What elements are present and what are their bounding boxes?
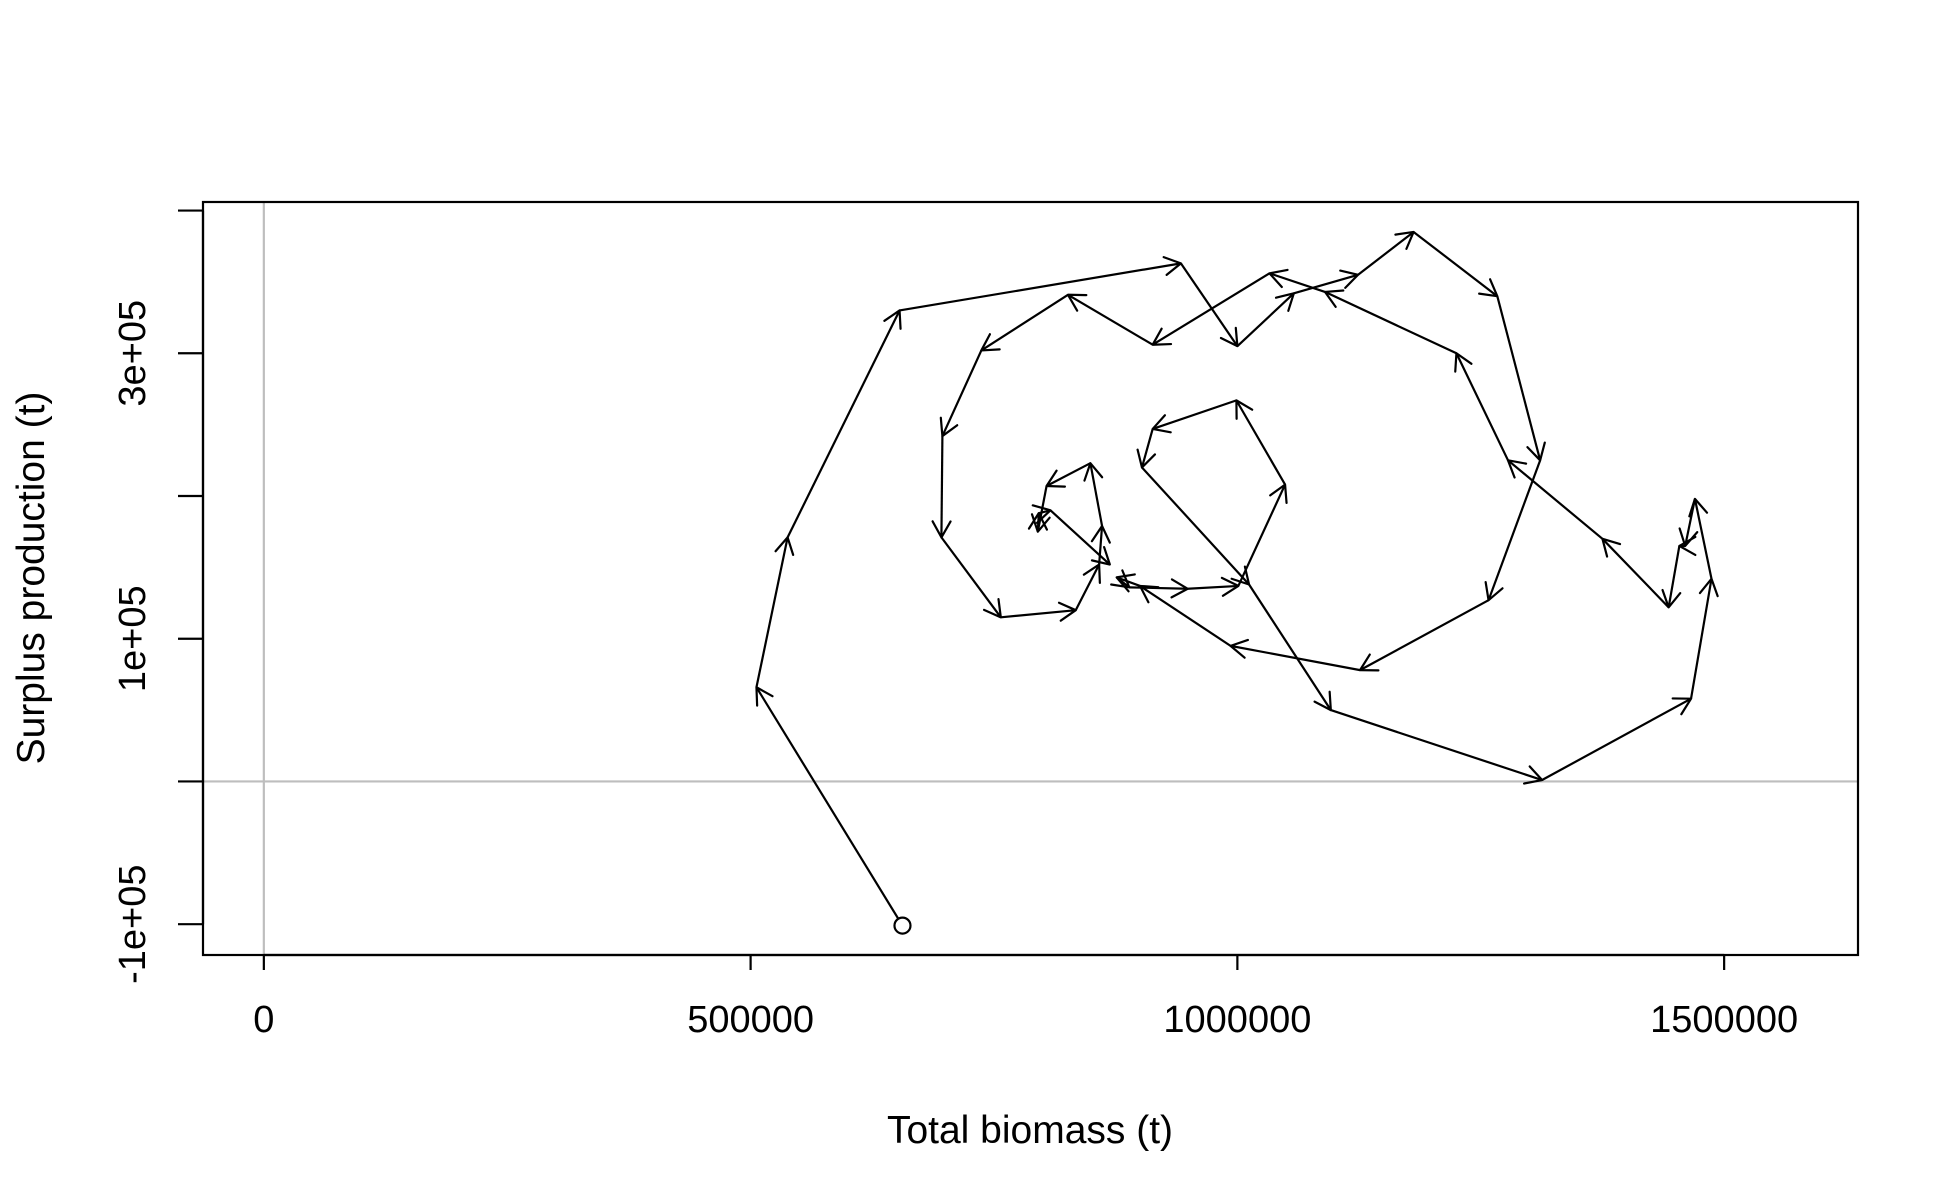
trajectory-arrow — [1357, 230, 1415, 276]
trajectory-arrow — [1235, 399, 1287, 486]
trajectory-arrow — [1412, 231, 1499, 298]
x-tick-label: 500000 — [687, 999, 814, 1041]
trajectory-arrow — [1454, 352, 1510, 461]
trajectory-arrow — [1678, 498, 1699, 548]
trajectory-arrow — [1066, 293, 1154, 346]
trajectory-arrow — [1237, 483, 1288, 587]
y-tick-label: 3e+05 — [112, 300, 154, 407]
trajectory-arrow — [1688, 497, 1713, 580]
y-axis-title: Surplus production (t) — [10, 392, 53, 765]
trajectory-arrow — [1045, 462, 1091, 488]
trajectory-arrow — [1141, 466, 1251, 586]
trajectory-arrow — [939, 349, 983, 438]
trajectory-arrow — [940, 536, 1002, 619]
start-point-marker — [893, 916, 912, 935]
trajectory-arrow — [980, 293, 1069, 352]
trajectory-arrow — [755, 536, 795, 688]
trajectory-arrow — [1248, 583, 1332, 712]
trajectory-arrow — [1151, 399, 1237, 434]
x-tick-label: 1000000 — [1163, 999, 1311, 1041]
trajectory-arrow — [899, 256, 1183, 312]
trajectory-arrow — [931, 436, 952, 539]
trajectory-arrow — [1541, 697, 1693, 781]
trajectory-arrow — [1074, 563, 1101, 611]
trajectory-arrow — [755, 686, 904, 927]
trajectory-arrow — [1484, 459, 1542, 602]
y-tick-label: 1e+05 — [112, 585, 154, 692]
trajectory-arrow — [1661, 545, 1682, 609]
y-tick-label: -1e+05 — [112, 864, 154, 983]
trajectory-arrow — [1689, 577, 1719, 699]
trajectory-arrow — [1000, 601, 1077, 622]
trajectory-arrow — [1090, 524, 1111, 565]
trajectory-series — [755, 230, 1719, 935]
x-axis: 0 500000 1000000 1500000 — [253, 953, 1798, 1041]
trajectory-arrow — [1129, 578, 1189, 599]
trajectory-arrow — [1330, 709, 1544, 785]
trajectory-arrow — [1268, 268, 1326, 293]
trajectory-arrow — [1180, 262, 1239, 348]
x-axis-title: Total biomass (t) — [887, 1109, 1173, 1152]
x-tick-label: 1500000 — [1650, 999, 1798, 1041]
trajectory-arrow — [1049, 509, 1111, 566]
reference-lines — [203, 202, 1858, 955]
x-tick-label: 0 — [253, 999, 274, 1041]
plot-frame — [201, 200, 1860, 957]
trajectory-arrow — [1358, 599, 1490, 672]
trajectory-arrow — [1506, 459, 1604, 540]
trajectory-arrow — [1229, 638, 1361, 672]
trajectory-arrow — [1236, 292, 1295, 347]
trajectory-arrow — [786, 309, 902, 538]
trajectory-arrow — [1138, 584, 1232, 647]
trajectory-arrow — [1187, 576, 1240, 597]
trajectory-arrow — [1110, 569, 1131, 589]
trajectory-arrow — [1601, 537, 1670, 609]
trajectory-arrow — [1293, 269, 1360, 295]
trajectory-arrow — [1115, 573, 1141, 593]
y-axis: -1e+05 1e+05 3e+05 — [112, 209, 205, 984]
trajectory-arrow — [1496, 295, 1546, 462]
trajectory-arrow — [1323, 289, 1457, 355]
trajectory-arrow — [1151, 272, 1271, 346]
trajectory-arrow — [1027, 512, 1049, 532]
trajectory-arrow — [1031, 504, 1052, 524]
trajectory-arrow — [1083, 462, 1104, 527]
trajectory-arrow — [1136, 428, 1157, 469]
